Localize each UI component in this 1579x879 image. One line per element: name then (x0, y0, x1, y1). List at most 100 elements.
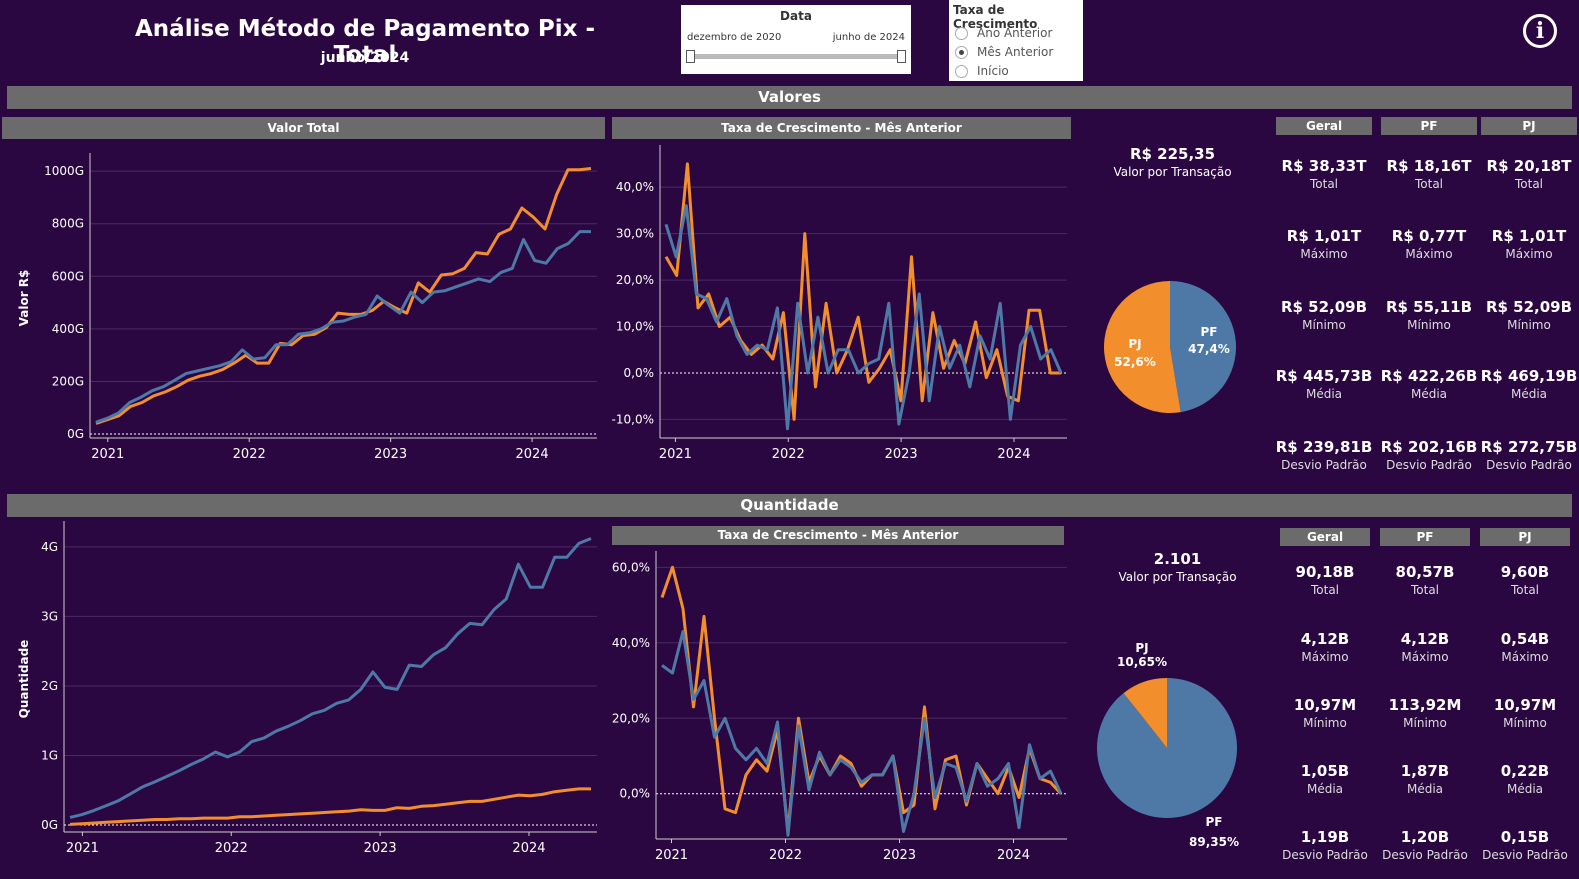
radio-label: Ano Anterior (977, 26, 1053, 40)
kpi-value: 0,54B (1500, 630, 1550, 648)
y-tick-label: 0,0% (624, 366, 655, 380)
pie-slice-pj (1123, 678, 1167, 748)
kpi-value: 90,18B (1295, 563, 1355, 581)
quantidade-per-transaction-value: 2.101 (1153, 550, 1202, 568)
kpi-cell: R$ 52,09B Mínimo (1469, 298, 1579, 332)
kpi-label: Mínimo (1507, 318, 1551, 332)
kpi-cell: R$ 1,01T Máximo (1264, 227, 1384, 261)
date-range-filter[interactable]: Data dezembro de 2020 junho de 2024 (681, 5, 911, 74)
growth-rate-filter-label: Taxa de Crescimento (953, 3, 1038, 31)
page-subtitle: junho/2024 (320, 50, 410, 66)
kpi-cell: R$ 55,11B Mínimo (1369, 298, 1489, 332)
y-tick-label: -10,0% (612, 412, 654, 426)
kpi-value: 9,60B (1500, 563, 1550, 581)
radio-label: Início (977, 64, 1009, 78)
kpi-value: 10,97M (1293, 696, 1357, 714)
kpi-label: Média (1305, 387, 1343, 401)
x-tick-label: 2021 (655, 848, 688, 863)
series-line-pf (664, 204, 1063, 431)
kpi-label: Máximo (1505, 247, 1553, 261)
radio-inicio[interactable]: Início (955, 64, 1009, 78)
kpi-label: Desvio Padrão (1482, 848, 1568, 862)
date-filter-label: Data (780, 9, 812, 23)
x-tick-label: 2022 (215, 841, 248, 856)
quantidade-growth-title: Taxa de Crescimento - Mês Anterior (612, 526, 1064, 545)
kpi-label: Mínimo (1403, 716, 1447, 730)
kpi-value: 1,19B (1300, 828, 1350, 846)
kpi-value: 4,12B (1300, 630, 1350, 648)
kpi-value: 80,57B (1395, 563, 1455, 581)
date-slider-track[interactable] (689, 54, 903, 59)
y-tick-label: 0G (67, 427, 84, 441)
kpi-value: 10,97M (1493, 696, 1557, 714)
kpi-label: Média (1510, 387, 1548, 401)
y-tick-label: 60,0% (612, 560, 650, 574)
x-tick-label: 2024 (516, 447, 549, 462)
kpi-value: 113,92M (1388, 696, 1462, 714)
x-tick-label: 2024 (512, 841, 545, 856)
kpi-label: Total (1414, 177, 1444, 191)
kpi-cell: R$ 272,75B Desvio Padrão (1469, 438, 1579, 472)
kpi-cell: R$ 18,16T Total (1369, 157, 1489, 191)
series-line-pj (95, 167, 592, 425)
y-tick-label: 20,0% (612, 711, 650, 725)
info-icon[interactable]: i (1523, 14, 1557, 48)
kpi-cell: 0,22B Média (1465, 762, 1579, 796)
kpi-value: 0,15B (1500, 828, 1550, 846)
y-tick-label: 4G (41, 540, 58, 554)
date-slider-start-handle[interactable] (686, 50, 695, 63)
kpi-cell: 1,20B Desvio Padrão (1365, 828, 1485, 862)
x-tick-label: 2022 (772, 447, 805, 462)
pie-slice-pf (1170, 281, 1237, 413)
radio-ano-anterior[interactable]: Ano Anterior (955, 26, 1052, 40)
y-tick-label: 10,0% (616, 320, 654, 334)
series-line-pf (661, 630, 1063, 837)
y-axis-label: Quantidade (17, 640, 31, 719)
x-tick-label: 2023 (885, 447, 918, 462)
y-tick-label: 20,0% (616, 273, 654, 287)
kpi-value: 4,12B (1400, 630, 1450, 648)
kpi-label: Mínimo (1407, 318, 1451, 332)
quantidade-per-transaction: 2.101 Valor por Transação (1100, 550, 1255, 584)
kpi-value: R$ 239,81B (1275, 438, 1373, 456)
kpi-cell: R$ 52,09B Mínimo (1264, 298, 1384, 332)
kpi-cell: R$ 469,19B Média (1469, 367, 1579, 401)
pie-label-pf-name: PF (1206, 815, 1223, 829)
y-tick-label: 200G (52, 374, 84, 388)
valores-growth-chart: -10,0% 0,0% 10,0% 20,0% 30,0% 40,0% 2021 2022 20… (612, 145, 1067, 462)
kpi-cell: 113,92M Mínimo (1365, 696, 1485, 730)
date-slider-end-handle[interactable] (897, 50, 906, 63)
kpi-label: Máximo (1301, 650, 1349, 664)
pie-label-pj-name: PJ (1135, 641, 1148, 655)
y-tick-label: 800G (52, 217, 84, 231)
kpi-label: Média (1306, 782, 1344, 796)
y-tick-label: 1000G (44, 164, 84, 178)
kpi-label: Total (1514, 177, 1544, 191)
growth-rate-filter: Taxa de Crescimento Ano Anterior Mês Ant… (949, 0, 1083, 81)
kpi-cell: R$ 20,18T Total (1469, 157, 1579, 191)
kpi-label: Desvio Padrão (1386, 458, 1472, 472)
series-line-pj (69, 787, 591, 826)
pie-label-pj-pct: 10,65% (1117, 655, 1167, 669)
kpi-cell: 4,12B Máximo (1365, 630, 1485, 664)
kpi-value: R$ 55,11B (1385, 298, 1473, 316)
y-tick-label: 600G (52, 269, 84, 283)
kpi-label: Mínimo (1302, 318, 1346, 332)
radio-mes-anterior[interactable]: Mês Anterior (955, 45, 1053, 59)
kpi-value: 1,05B (1300, 762, 1350, 780)
radio-label: Mês Anterior (977, 45, 1054, 59)
kpi-cell: 0,54B Máximo (1465, 630, 1579, 664)
x-tick-label: 2021 (659, 447, 692, 462)
valores-growth-title: Taxa de Crescimento - Mês Anterior (612, 117, 1071, 139)
x-tick-label: 2022 (769, 848, 802, 863)
kpi-value: 1,87B (1400, 762, 1450, 780)
kpi-cell: R$ 422,26B Média (1369, 367, 1489, 401)
kpi-value: 0,22B (1500, 762, 1550, 780)
kpi-label: Máximo (1401, 650, 1449, 664)
x-tick-label: 2023 (374, 447, 407, 462)
kpi-column-header: PF (1380, 528, 1470, 546)
kpi-cell: 80,57B Total (1365, 563, 1485, 597)
y-tick-label: 1G (41, 749, 58, 763)
kpi-value: R$ 0,77T (1391, 227, 1467, 245)
y-tick-label: 40,0% (616, 180, 654, 194)
